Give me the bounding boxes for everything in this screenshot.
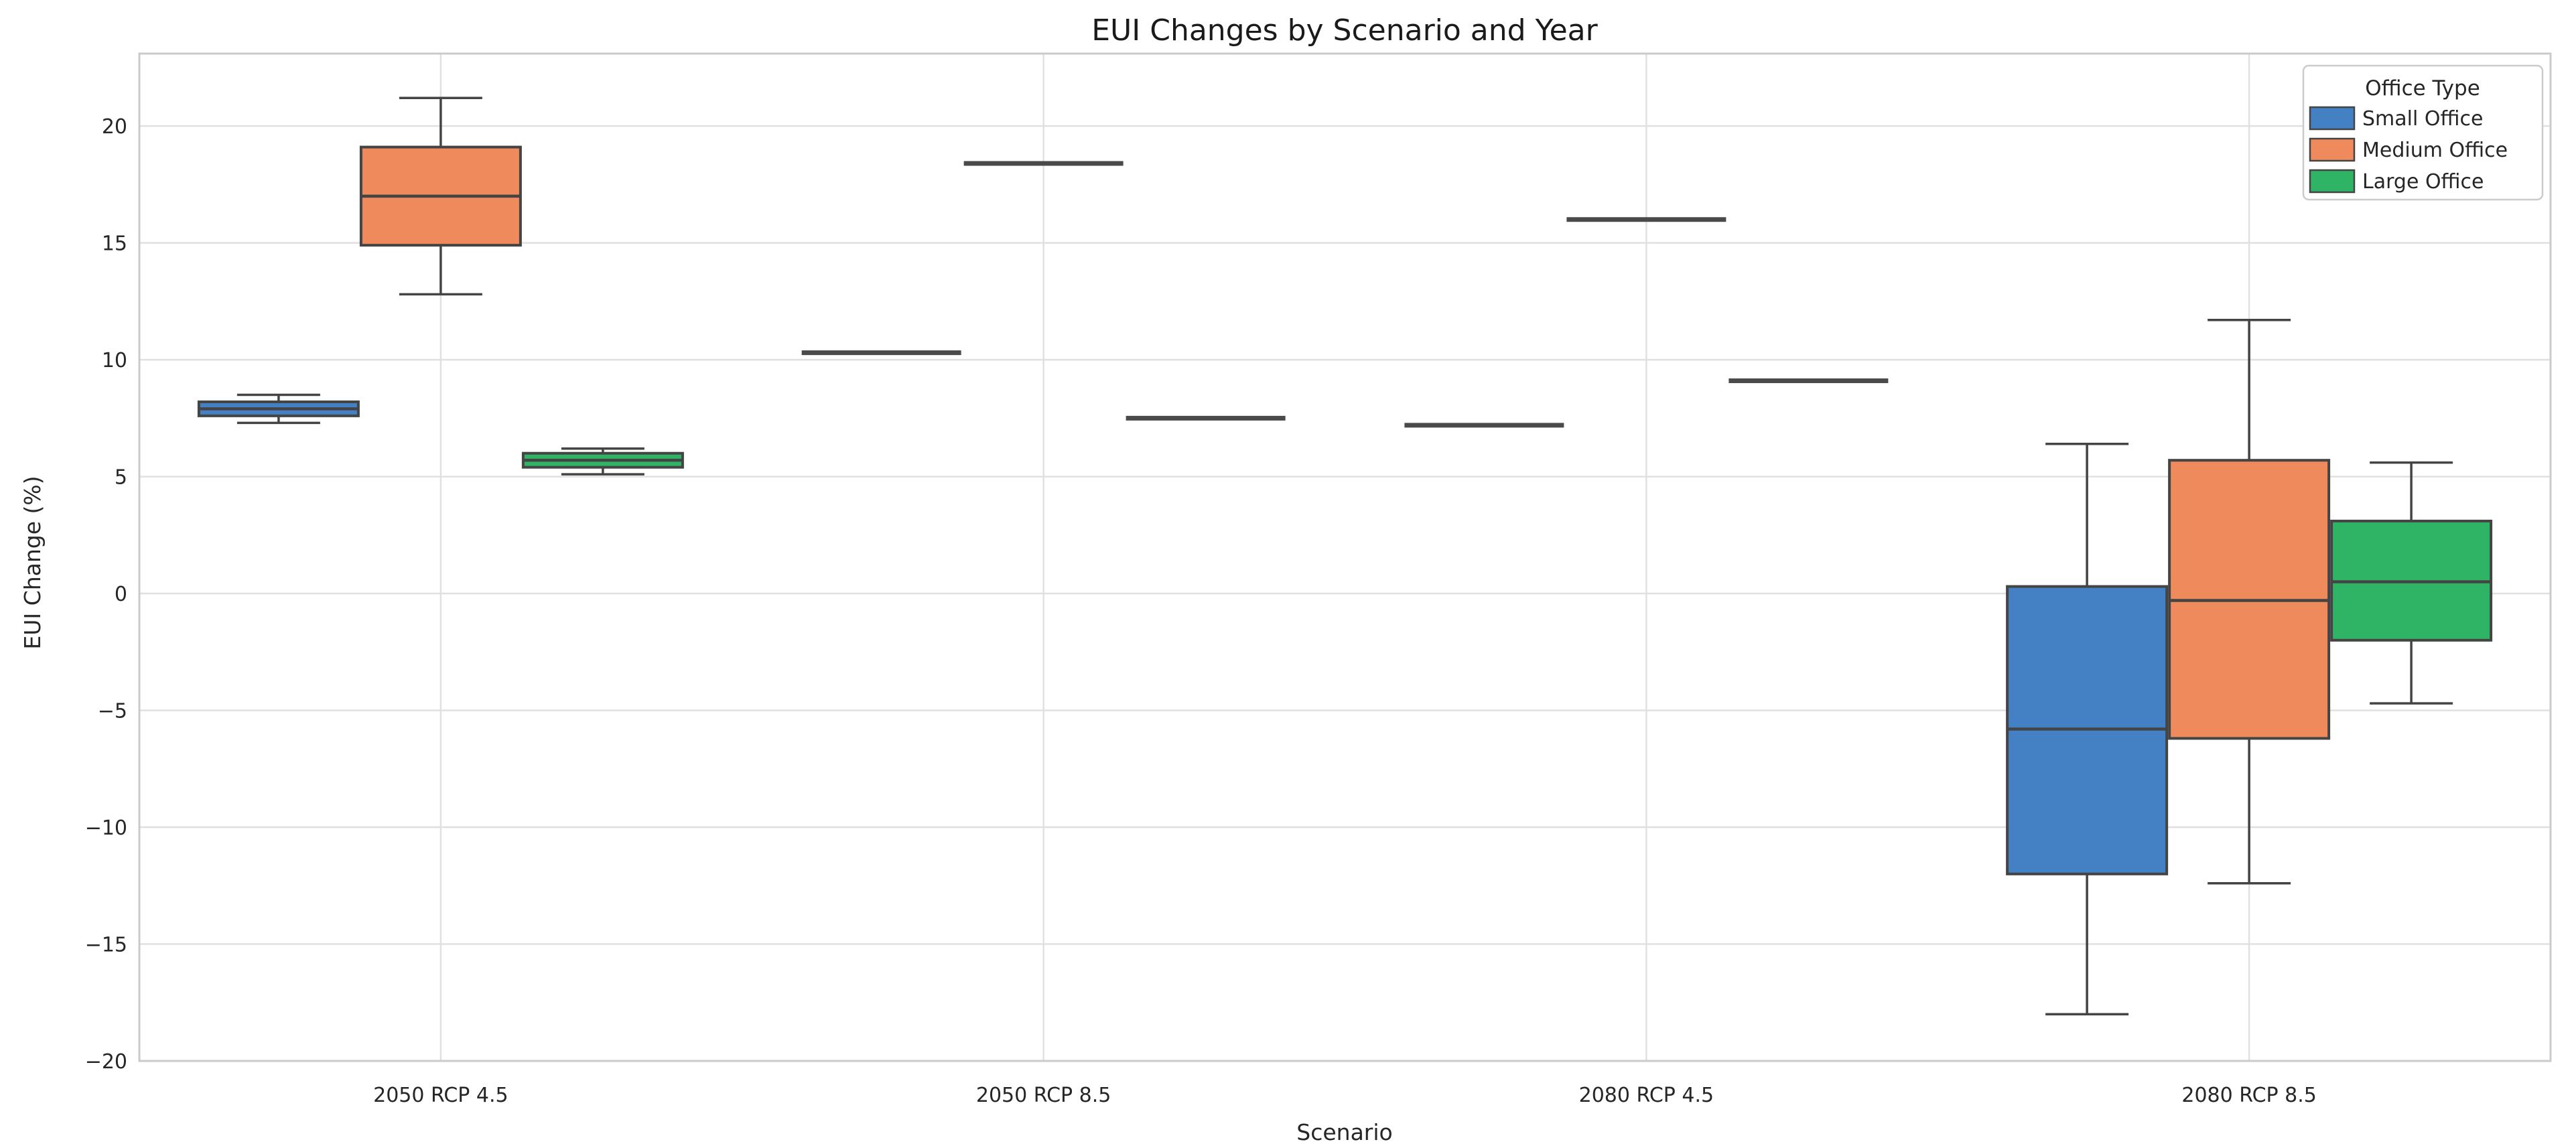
box-small-office-2080-rcp-8-5 bbox=[2006, 443, 2169, 1015]
y-axis-label: EUI Change (%) bbox=[19, 476, 46, 649]
y-tick-label--15: −15 bbox=[85, 934, 127, 957]
legend-item-medium-office: Medium Office bbox=[2309, 137, 2508, 162]
legend-label-medium-office: Medium Office bbox=[2362, 139, 2508, 162]
y-tick-label--20: −20 bbox=[85, 1050, 127, 1074]
axis-ticks: 20 15 10 5 0 −5 −10 −15 −20 2050 RCP 4.5 2050 RCP … bbox=[85, 115, 2317, 1107]
box-large-office-2080-rcp-8-5 bbox=[2330, 461, 2493, 705]
y-tick-label-15: 15 bbox=[102, 232, 127, 256]
y-tick-label--5: −5 bbox=[98, 700, 127, 723]
legend-label-small-office: Small Office bbox=[2362, 107, 2483, 131]
x-axis-label: Scenario bbox=[1296, 1119, 1392, 1145]
y-tick-label-10: 10 bbox=[102, 349, 127, 372]
legend-item-small-office: Small Office bbox=[2309, 106, 2483, 131]
box-medium-office-2080-rcp-8-5 bbox=[2168, 319, 2331, 885]
legend-label-large-office: Large Office bbox=[2362, 170, 2484, 194]
y-tick-label-20: 20 bbox=[102, 115, 127, 139]
legend-swatch-large-office bbox=[2309, 169, 2356, 194]
legend-swatch-medium-office bbox=[2309, 137, 2356, 162]
y-tick-label-0: 0 bbox=[115, 583, 127, 606]
boxes bbox=[197, 96, 2493, 1015]
box-large-office-2050-rcp-4-5 bbox=[521, 447, 684, 476]
legend-title: Office Type bbox=[2365, 76, 2480, 100]
box-small-office-2050-rcp-4-5 bbox=[197, 393, 360, 425]
plot-border bbox=[138, 52, 2552, 1062]
legend-swatch-small-office bbox=[2309, 106, 2356, 131]
y-tick-label-5: 5 bbox=[115, 466, 127, 490]
legend-item-large-office: Large Office bbox=[2309, 169, 2484, 194]
y-tick-label--10: −10 bbox=[85, 816, 127, 840]
chart-title: EUI Changes by Scenario and Year bbox=[1091, 13, 1598, 48]
box-medium-office-2050-rcp-4-5 bbox=[359, 96, 522, 296]
legend-box bbox=[2302, 64, 2544, 201]
x-tick-label-2050-rcp-4-5: 2050 RCP 4.5 bbox=[373, 1084, 509, 1107]
x-tick-label-2080-rcp-8-5: 2080 RCP 8.5 bbox=[2181, 1084, 2317, 1107]
x-tick-label-2080-rcp-4-5: 2080 RCP 4.5 bbox=[1579, 1084, 1714, 1107]
legend: Office Type Small Office Medium Office L… bbox=[2302, 64, 2544, 201]
x-tick-label-2050-rcp-8-5: 2050 RCP 8.5 bbox=[976, 1084, 1111, 1107]
